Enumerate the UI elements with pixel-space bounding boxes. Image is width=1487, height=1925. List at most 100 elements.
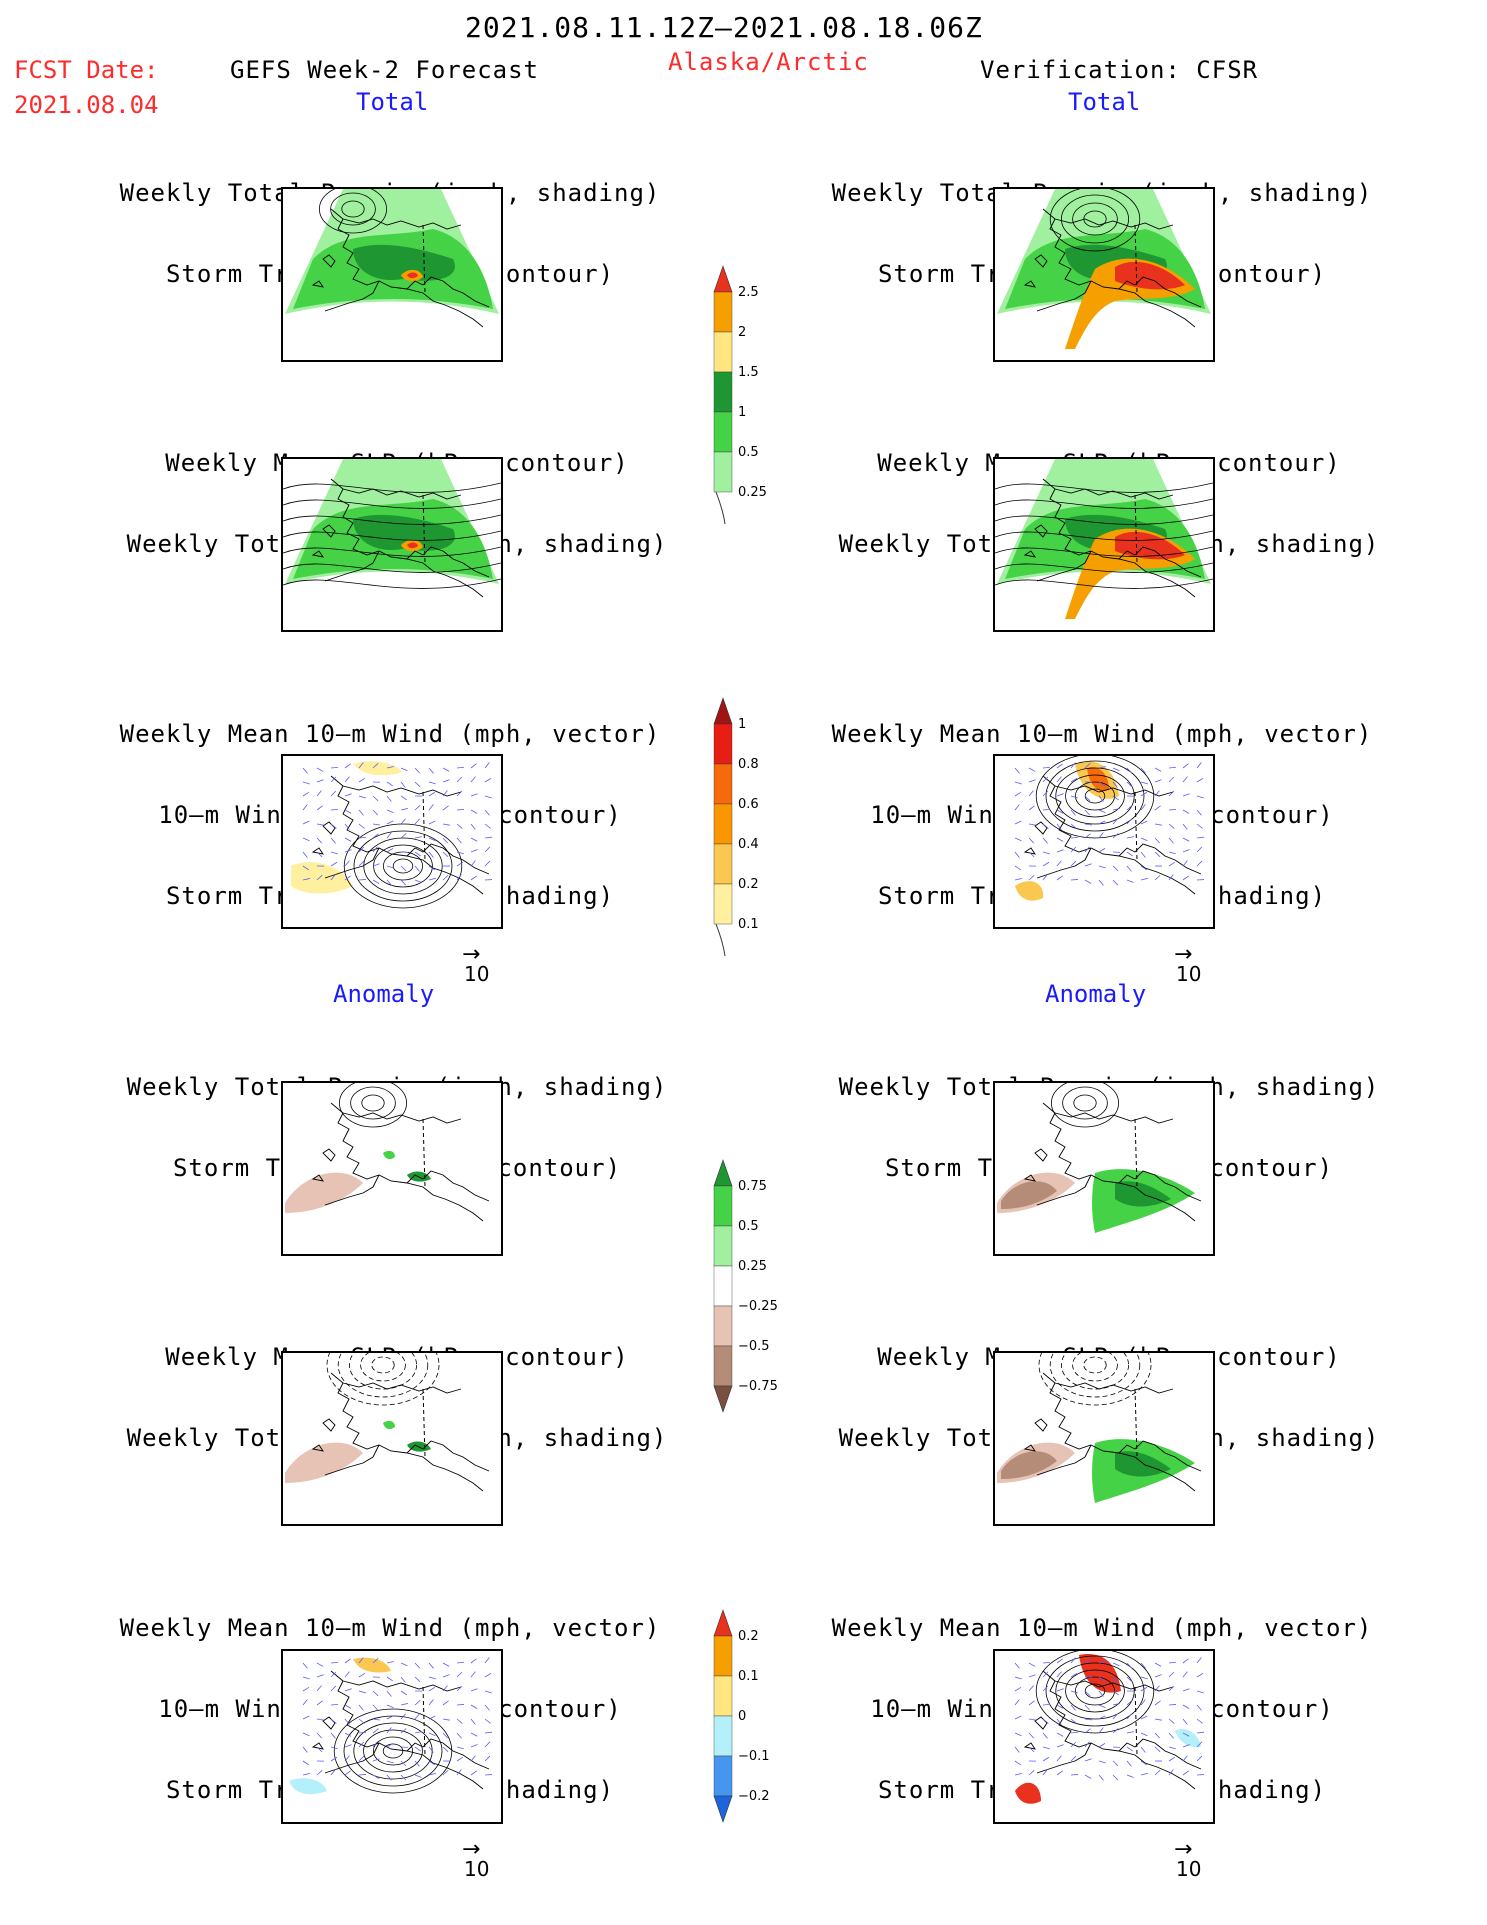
wind-vector bbox=[316, 1718, 324, 1721]
coastline bbox=[311, 1102, 490, 1222]
wind-vector bbox=[1070, 809, 1076, 816]
border-line bbox=[422, 1686, 426, 1756]
wind-vector bbox=[302, 1686, 310, 1692]
wind-vector bbox=[1196, 846, 1203, 853]
wind-vector bbox=[428, 1715, 436, 1720]
wind-vector bbox=[1014, 767, 1020, 774]
colorbar-tick-label: −0.5 bbox=[738, 1339, 770, 1354]
colorbar-tick-label: 0.4 bbox=[738, 837, 759, 852]
contour-line bbox=[1083, 1356, 1107, 1374]
wind-vector bbox=[1056, 837, 1064, 842]
wind-vector bbox=[358, 1672, 366, 1678]
wind-vector bbox=[1014, 865, 1022, 871]
coastline-segment bbox=[1034, 254, 1048, 268]
wind-vector bbox=[330, 808, 339, 811]
wind-vector bbox=[302, 1760, 310, 1766]
wind-vector bbox=[302, 1773, 310, 1776]
colorbar-precip-anomaly: 0.75 0.5 0.25 −0.25 −0.5 −0.75 bbox=[713, 1159, 794, 1440]
wind-vector bbox=[1182, 823, 1188, 830]
coastline-segment bbox=[342, 1680, 462, 1692]
wind-vector bbox=[484, 1690, 492, 1694]
wind-vector bbox=[344, 809, 352, 814]
coastline-segment bbox=[406, 1440, 490, 1472]
isobar bbox=[283, 514, 501, 525]
wind-vector bbox=[316, 767, 324, 772]
contour-line bbox=[343, 823, 463, 909]
wind-vector bbox=[484, 836, 492, 839]
coastline-segment bbox=[330, 1670, 484, 1790]
shaded-area bbox=[1001, 1451, 1057, 1479]
colorbar-swatches bbox=[713, 1609, 733, 1823]
wind-vector bbox=[344, 849, 352, 853]
wind-vector bbox=[372, 823, 380, 826]
colorbar-swatch-bottom bbox=[713, 1795, 733, 1823]
wind-vector bbox=[1014, 1732, 1022, 1737]
wind-vector bbox=[1140, 1732, 1148, 1737]
wind-vector bbox=[1056, 1770, 1063, 1776]
isobar bbox=[283, 562, 501, 573]
shaded-area bbox=[353, 1657, 391, 1673]
wind-vector bbox=[1126, 1746, 1133, 1752]
wind-vector bbox=[1126, 1700, 1133, 1706]
wind-vector bbox=[470, 1658, 477, 1664]
wind-vector bbox=[1098, 832, 1104, 839]
wind-vector bbox=[400, 1662, 408, 1667]
wind-vector bbox=[1112, 879, 1119, 886]
wind-vector bbox=[470, 1744, 478, 1748]
wind-vector bbox=[1084, 1758, 1092, 1762]
wind-vector bbox=[428, 1760, 436, 1766]
wind-vector bbox=[400, 865, 407, 872]
wind-vector bbox=[386, 1760, 394, 1764]
wind-vector bbox=[1126, 1662, 1133, 1669]
wind-vector bbox=[428, 791, 436, 797]
wind-vector bbox=[344, 1770, 351, 1776]
wind-vector bbox=[1014, 1686, 1022, 1692]
wind-vector bbox=[316, 805, 323, 811]
wind-vector bbox=[358, 823, 365, 829]
wind-vector bbox=[470, 776, 476, 783]
wind-vector bbox=[414, 1676, 421, 1683]
wind-vector bbox=[414, 879, 422, 883]
shaded-area bbox=[1079, 1654, 1121, 1693]
wind-vector bbox=[1042, 1718, 1049, 1724]
isobar bbox=[995, 514, 1213, 525]
wind-vector bbox=[1084, 846, 1090, 853]
coastline-segment bbox=[1034, 1148, 1048, 1162]
coastline-segment bbox=[322, 821, 336, 835]
wind-vector bbox=[1028, 837, 1035, 844]
wind-vector bbox=[358, 879, 367, 881]
wind-vector bbox=[456, 851, 464, 855]
wind-vector bbox=[1182, 793, 1190, 797]
wind-vector bbox=[1098, 1774, 1104, 1781]
wind-vector bbox=[1070, 879, 1079, 881]
wind-vector bbox=[1168, 823, 1175, 829]
contour-line bbox=[363, 1729, 423, 1773]
contour-line bbox=[361, 1094, 385, 1112]
wind-vector bbox=[400, 1728, 407, 1734]
colorbar-tick-label: −0.2 bbox=[738, 1789, 770, 1804]
coastline-segment bbox=[311, 280, 324, 288]
wind-vector bbox=[316, 837, 323, 844]
coastline-segment bbox=[1036, 550, 1092, 582]
wind-vector bbox=[344, 875, 351, 881]
contour-line bbox=[1083, 210, 1107, 228]
wind-vector bbox=[1056, 793, 1064, 797]
contour-line bbox=[360, 1353, 406, 1382]
wind-vector bbox=[1056, 763, 1063, 769]
wind-vector bbox=[484, 1718, 491, 1724]
wind-vector bbox=[400, 1713, 406, 1720]
contour-line bbox=[1055, 1662, 1135, 1720]
contour-line bbox=[1075, 781, 1116, 811]
wind-vector bbox=[1126, 1731, 1134, 1734]
map-anom-wind-storm-cfsr bbox=[993, 1649, 1215, 1824]
wind-vector bbox=[442, 874, 449, 881]
coastline-segment bbox=[342, 488, 462, 500]
wind-vector bbox=[456, 766, 465, 769]
colorbar-swatch bbox=[713, 371, 733, 413]
contour-lines bbox=[333, 1708, 453, 1794]
border-line bbox=[1134, 224, 1138, 294]
shaded-area bbox=[1175, 1728, 1201, 1748]
wind-vector bbox=[372, 1690, 379, 1697]
wind-vector bbox=[1098, 781, 1105, 787]
wind-vector bbox=[1014, 837, 1022, 842]
